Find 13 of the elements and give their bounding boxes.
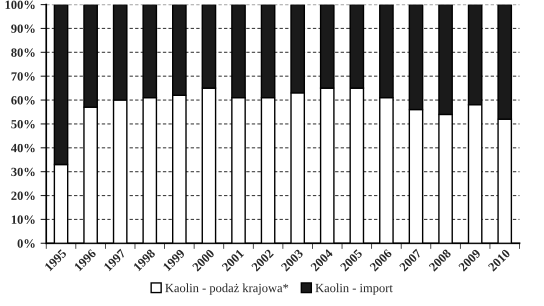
y-tick-label: 60% (11, 96, 35, 105)
y-tick-label: 50% (11, 120, 35, 128)
y-tick-label: 10% (12, 215, 35, 224)
y-tick-label: 20% (11, 192, 35, 200)
y-tick-label: 40% (10, 144, 35, 152)
y-tick-label: 0% (18, 239, 35, 248)
y-tick-label: 90% (11, 24, 35, 33)
y-tick-label: 70% (12, 72, 35, 81)
legend-label: Kaolin - podaż krajowa* (165, 283, 288, 295)
legend-label: Kaolin - import (315, 283, 393, 295)
y-tick-label: 100% (6, 0, 35, 10)
y-tick-label: 80% (11, 48, 35, 57)
y-tick-label: 30% (11, 168, 35, 176)
